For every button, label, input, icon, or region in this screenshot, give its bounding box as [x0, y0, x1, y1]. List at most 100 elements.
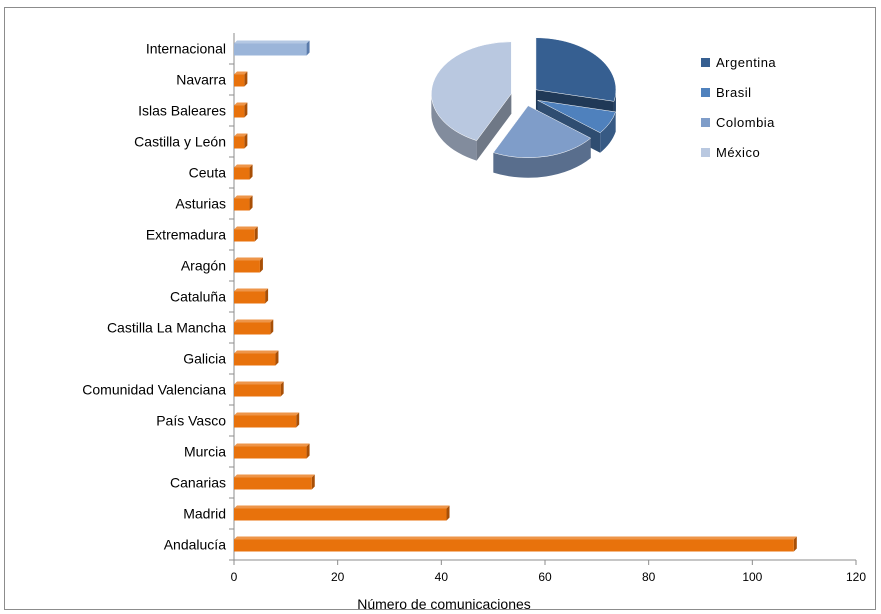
bar-islas-baleares	[234, 102, 248, 118]
legend-label-brasil: Brasil	[716, 85, 752, 100]
bar-top-face	[234, 195, 253, 199]
bar-side-face	[249, 164, 253, 180]
chart-svg: 0 20 40 60 80 100 120 Andalucía Madrid Canarias Mu…	[82, 33, 866, 611]
bar-top-face	[234, 505, 450, 509]
x-tick-label: 120	[846, 570, 866, 584]
bar-top-face	[234, 257, 263, 261]
category-label-navarra: Navarra	[176, 72, 226, 88]
bar-top-face	[234, 133, 248, 137]
legend-swatch-brasil	[701, 88, 710, 97]
bar-front-face	[234, 229, 255, 242]
x-tick-label: 0	[231, 570, 238, 584]
bar-side-face	[793, 536, 797, 552]
bar-side-face	[311, 474, 315, 490]
bar-galicia	[234, 350, 279, 366]
category-label-extremadura: Extremadura	[146, 227, 226, 243]
bar-side-face	[306, 40, 310, 56]
bar-top-face	[234, 164, 253, 168]
bar-top-face	[234, 71, 248, 75]
bar-top-face	[234, 319, 274, 323]
legend-label-argentina: Argentina	[716, 55, 776, 70]
pie-slice-top-brasil	[537, 100, 616, 134]
pie-chart	[431, 37, 617, 178]
bar-side-face	[446, 505, 450, 521]
pie-legend: Argentina Brasil Colombia México	[701, 55, 776, 160]
category-label-galicia: Galicia	[183, 351, 226, 367]
bar-side-face	[265, 288, 269, 304]
bar-front-face	[234, 43, 307, 56]
bar-ceuta	[234, 164, 253, 180]
bar-top-face	[234, 443, 310, 447]
legend-label-colombia: Colombia	[716, 115, 775, 130]
bar-side-face	[244, 102, 248, 118]
x-tick-label: 60	[538, 570, 552, 584]
bar-front-face	[234, 353, 276, 366]
bar-pais-vasco	[234, 412, 300, 428]
x-tick-label: 20	[331, 570, 345, 584]
bar-castilla-la-mancha	[234, 319, 274, 335]
category-label-islas-baleares: Islas Baleares	[138, 103, 226, 119]
x-tick-label: 80	[642, 570, 656, 584]
bar-front-face	[234, 477, 312, 490]
category-label-castilla-la-mancha: Castilla La Mancha	[107, 320, 226, 336]
bar-side-face	[244, 71, 248, 87]
pie-slice-rim	[493, 138, 591, 178]
x-tick-label: 100	[742, 570, 762, 584]
chart-frame: 0 20 40 60 80 100 120 Andalucía Madrid Canarias Mu…	[4, 7, 876, 611]
bar-side-face	[296, 412, 300, 428]
legend-swatch-mexico	[701, 148, 710, 157]
bar-front-face	[234, 322, 271, 335]
bar-front-face	[234, 167, 250, 180]
bar-andalucia	[234, 536, 797, 552]
legend-swatch-colombia	[701, 118, 710, 127]
bar-canarias	[234, 474, 315, 490]
bar-side-face	[254, 226, 258, 242]
pie-slice-rim	[431, 93, 477, 161]
bar-front-face	[234, 260, 260, 273]
bar-asturias	[234, 195, 253, 211]
bar-top-face	[234, 350, 279, 354]
bar-comunidad-valenciana	[234, 381, 284, 397]
bar-front-face	[234, 508, 447, 521]
bar-side-face	[306, 443, 310, 459]
bar-murcia	[234, 443, 310, 459]
bar-front-face	[234, 446, 307, 459]
x-tick-label: 40	[435, 570, 449, 584]
bar-aragon	[234, 257, 263, 273]
bar-internacional	[234, 40, 310, 56]
pie-slice-rim	[600, 111, 616, 153]
bar-side-face	[280, 381, 284, 397]
bar-front-face	[234, 198, 250, 211]
pie-slice-wall	[476, 93, 512, 161]
category-label-castilla-y-leon: Castilla y León	[134, 134, 226, 150]
pie-slice-top-argentina	[535, 37, 617, 102]
pie-slice-top-mexico	[431, 41, 512, 141]
pie-slice-mexico	[431, 93, 512, 161]
bar-side-face	[249, 195, 253, 211]
category-label-comunidad-valenciana: Comunidad Valenciana	[82, 382, 226, 398]
category-label-asturias: Asturias	[175, 196, 226, 212]
bar-front-face	[234, 136, 245, 149]
bar-front-face	[234, 74, 245, 87]
bar-top-face	[234, 536, 797, 540]
bar-chart: 0 20 40 60 80 100 120 Andalucía Madrid Canarias Mu…	[82, 33, 866, 611]
category-label-murcia: Murcia	[184, 444, 226, 460]
legend-swatch-argentina	[701, 58, 710, 67]
category-label-madrid: Madrid	[183, 506, 226, 522]
category-label-cataluna: Cataluña	[170, 289, 226, 305]
legend-label-mexico: México	[716, 145, 760, 160]
bar-navarra	[234, 71, 248, 87]
bar-top-face	[234, 288, 269, 292]
bar-side-face	[244, 133, 248, 149]
bar-side-face	[259, 257, 263, 273]
bar-front-face	[234, 539, 794, 552]
bar-side-face	[275, 350, 279, 366]
category-label-pais-vasco: País Vasco	[156, 413, 226, 429]
bar-front-face	[234, 415, 297, 428]
bar-front-face	[234, 105, 245, 118]
bar-top-face	[234, 412, 300, 416]
bar-madrid	[234, 505, 450, 521]
category-label-internacional: Internacional	[146, 41, 226, 57]
bar-top-face	[234, 102, 248, 106]
bar-top-face	[234, 474, 315, 478]
